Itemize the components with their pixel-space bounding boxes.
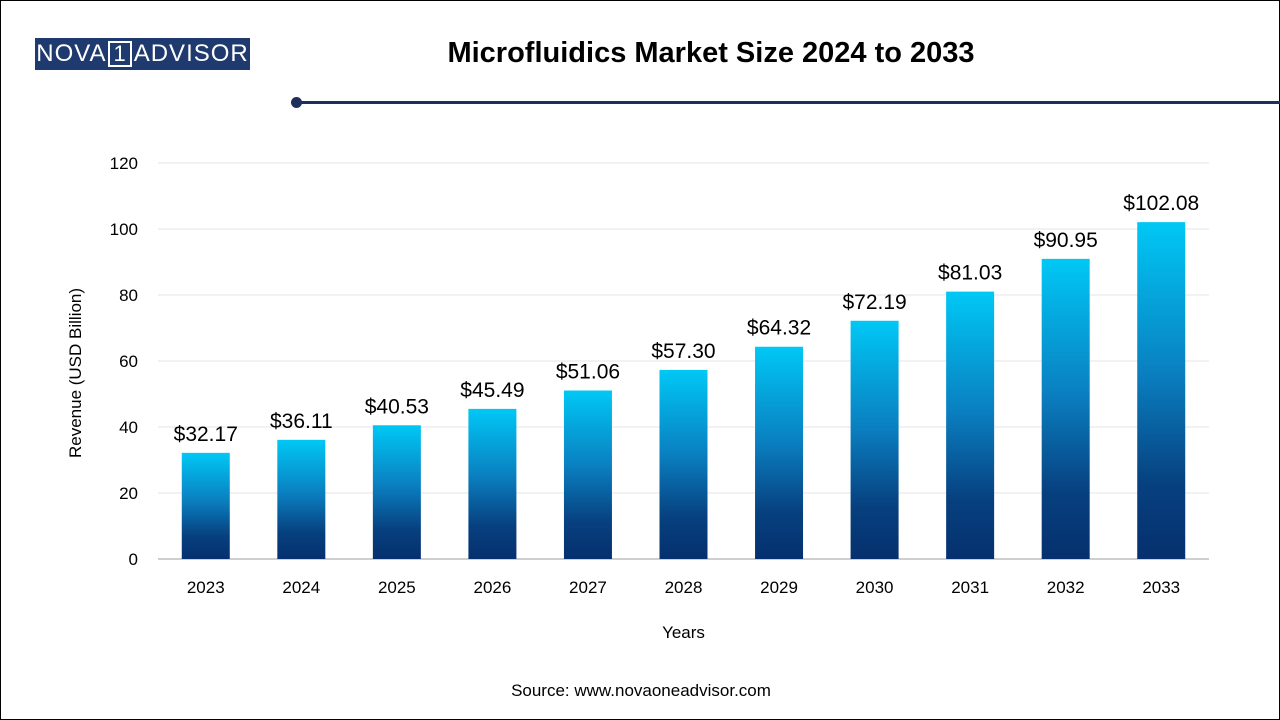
y-tick-label: 100	[110, 220, 138, 239]
bar	[277, 439, 326, 559]
bar	[946, 291, 995, 559]
bar	[468, 408, 517, 559]
y-tick-label: 120	[110, 154, 138, 173]
y-tick-label: 40	[119, 418, 138, 437]
bar-value-label: $51.06	[556, 361, 620, 384]
bar-value-label: $90.95	[1034, 229, 1098, 252]
bar	[755, 346, 804, 559]
bar-value-label: $64.32	[747, 317, 811, 340]
bar-value-label: $40.53	[365, 395, 429, 418]
bar-value-label: $36.11	[270, 410, 333, 433]
bar-value-label: $72.19	[842, 291, 906, 314]
bar-value-label: $81.03	[938, 262, 1002, 285]
y-tick-label: 80	[119, 286, 138, 305]
bar-value-label: $57.30	[651, 340, 715, 363]
bar	[563, 390, 612, 559]
bar	[372, 425, 421, 559]
bar	[659, 369, 708, 559]
bar-value-label: $45.49	[460, 379, 524, 402]
chart-title: Microfluidics Market Size 2024 to 2033	[447, 37, 975, 69]
x-tick-label: 2027	[569, 578, 607, 597]
logo-text-right: ADVISOR	[133, 40, 249, 67]
bar-value-label: $102.08	[1123, 192, 1199, 215]
title-rule-line	[301, 101, 1280, 104]
y-tick-label: 60	[119, 352, 138, 371]
x-tick-label: 2026	[473, 578, 511, 597]
y-tick-label: 20	[119, 484, 138, 503]
bar	[1137, 222, 1186, 560]
x-tick-label: 2023	[187, 578, 225, 597]
logo-text-left: NOVA	[36, 40, 107, 67]
x-tick-label: 2032	[1047, 578, 1085, 597]
nova-advisor-logo: NOVA 1 ADVISOR	[35, 38, 250, 70]
title-rule-dot	[291, 97, 302, 108]
bar	[181, 452, 230, 559]
y-axis-title: Revenue (USD Billion)	[66, 288, 85, 458]
source-note: Source: www.novaoneadvisor.com	[511, 681, 771, 700]
x-axis-title: Years	[662, 623, 705, 642]
x-tick-label: 2024	[282, 578, 320, 597]
x-tick-label: 2029	[760, 578, 798, 597]
x-tick-label: 2030	[856, 578, 894, 597]
x-tick-label: 2031	[951, 578, 989, 597]
x-tick-label: 2025	[378, 578, 416, 597]
bar	[850, 320, 899, 559]
bar	[1041, 258, 1090, 559]
bar-value-label: $32.17	[174, 423, 238, 446]
y-tick-label: 0	[129, 550, 138, 569]
x-tick-label: 2028	[665, 578, 703, 597]
logo-text-box: 1	[108, 41, 132, 67]
x-tick-label: 2033	[1142, 578, 1180, 597]
